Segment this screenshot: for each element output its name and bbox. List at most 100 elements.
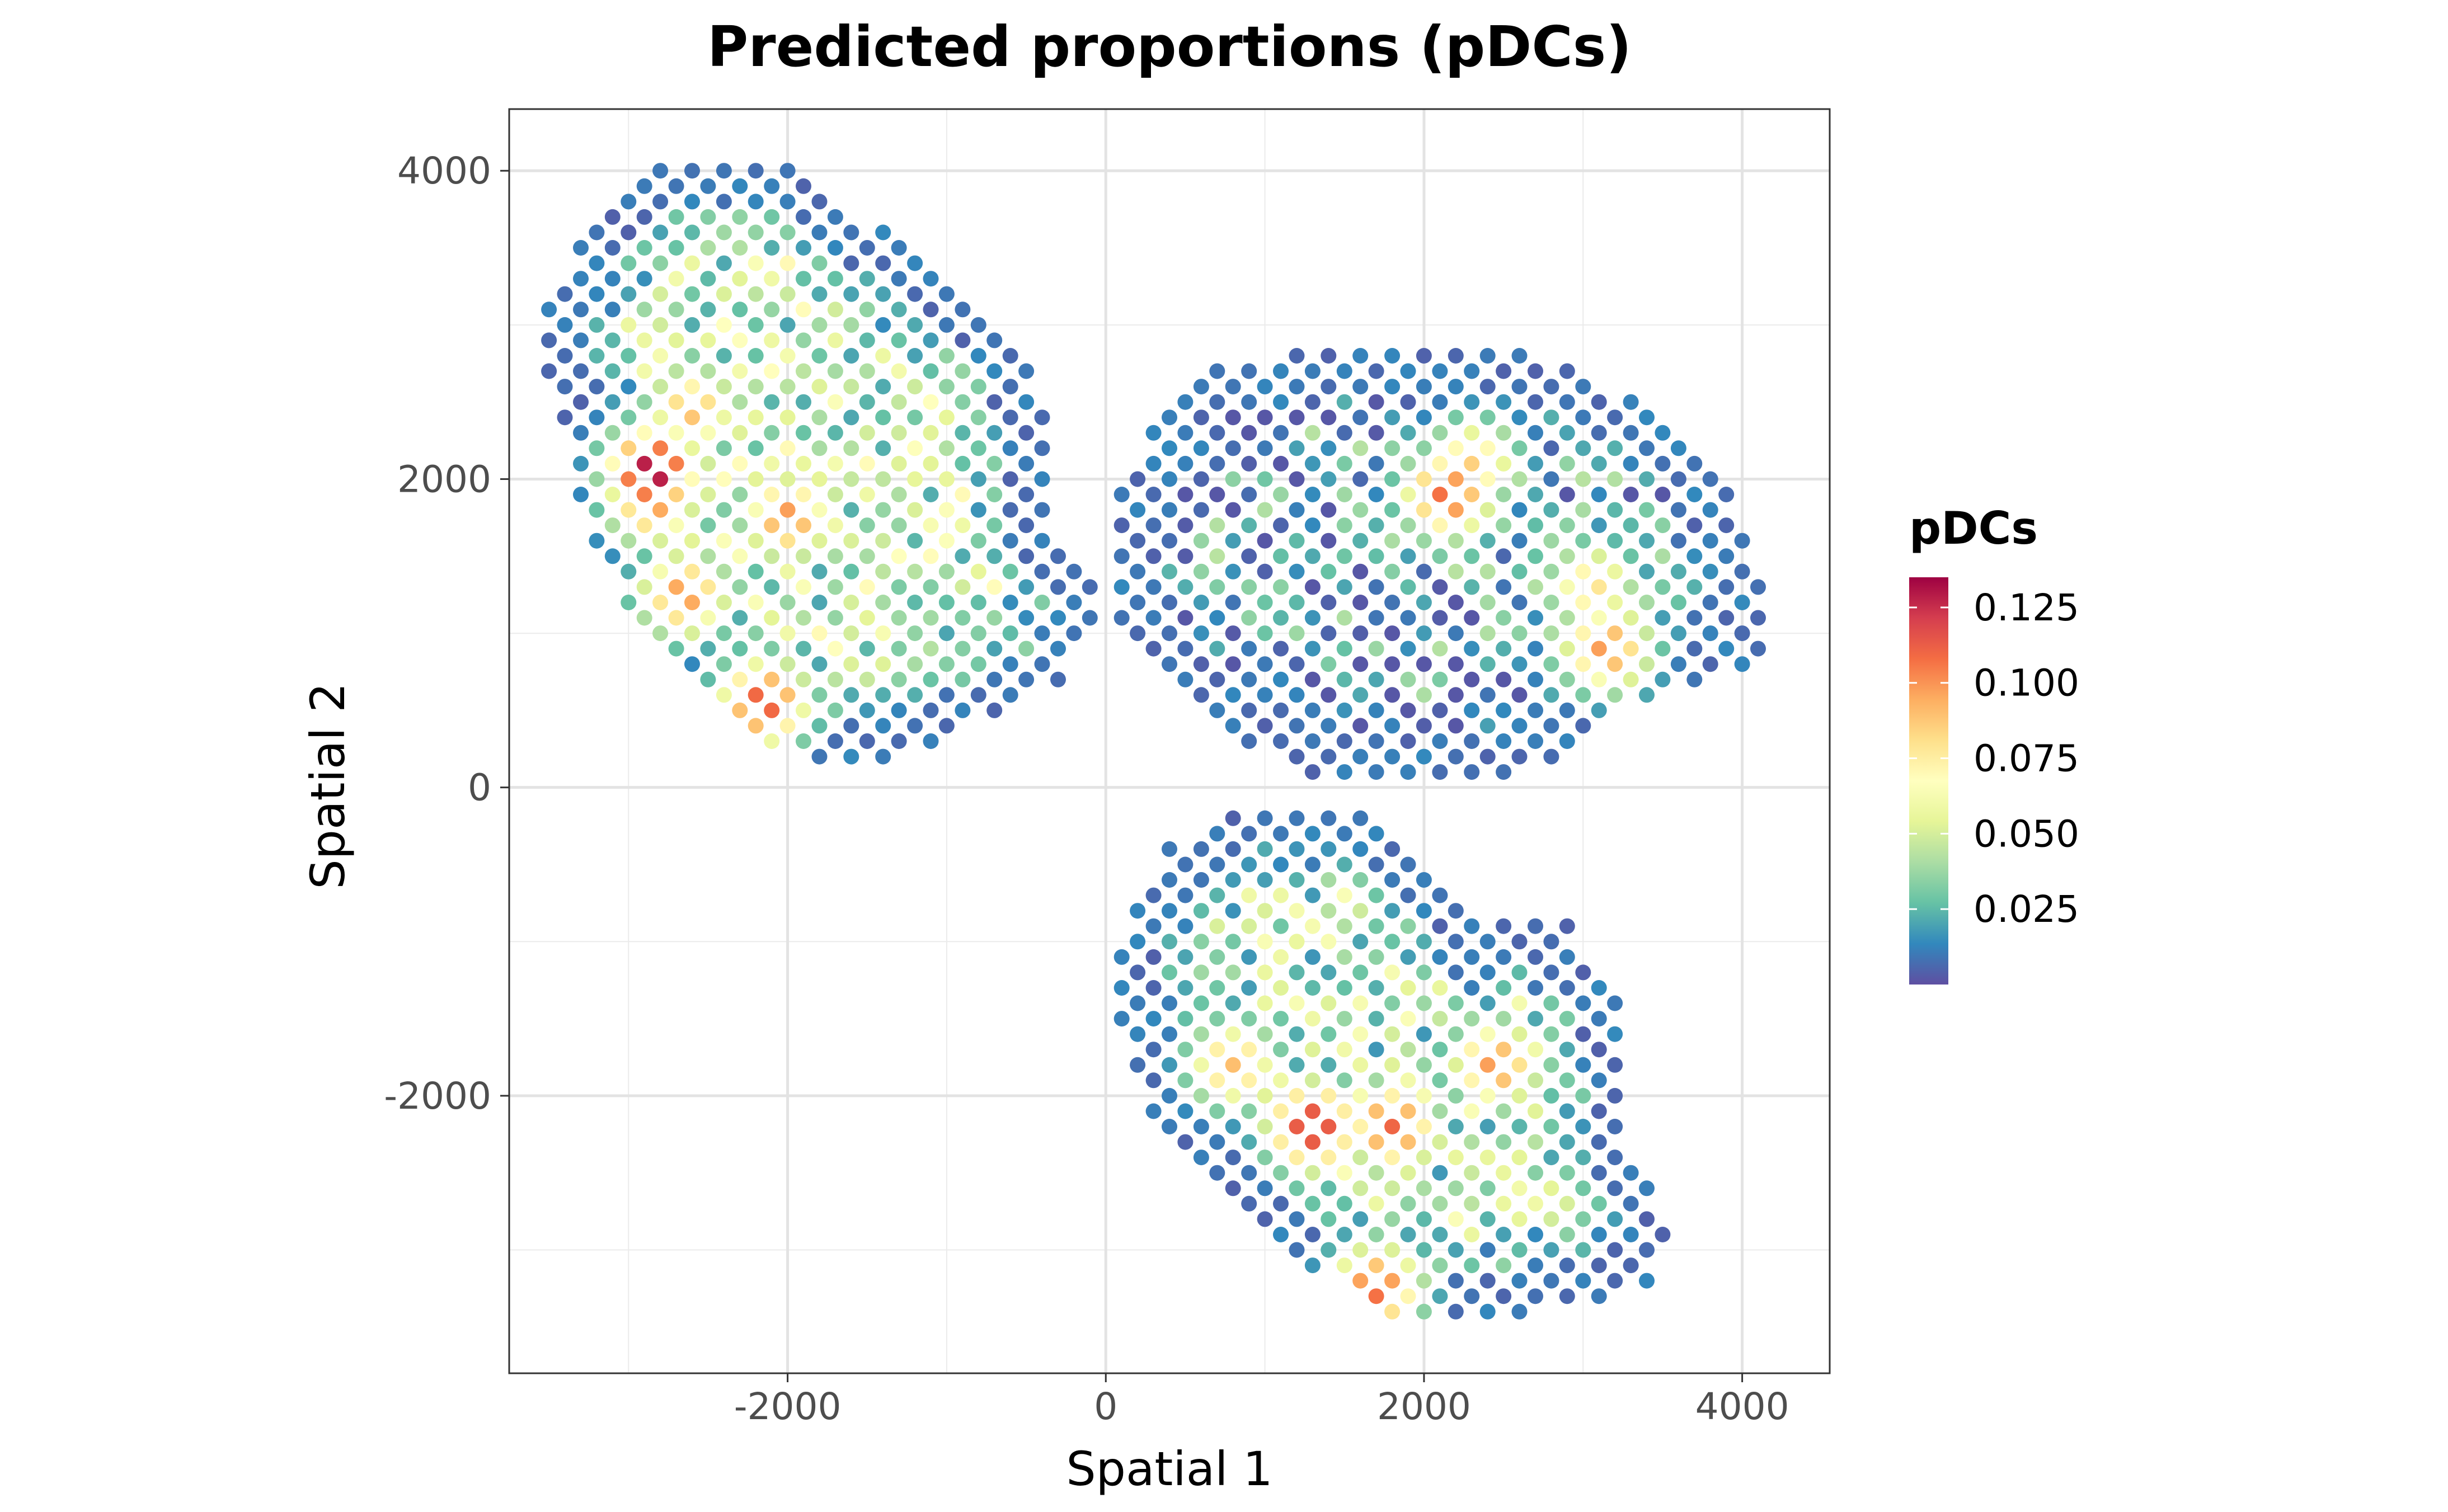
- data-point: [827, 548, 843, 564]
- data-point: [1352, 1273, 1369, 1289]
- data-point: [652, 471, 669, 487]
- data-point: [732, 302, 748, 318]
- data-point: [1225, 1026, 1241, 1042]
- data-point: [811, 533, 828, 549]
- data-point: [748, 379, 764, 395]
- data-point: [1511, 1211, 1528, 1227]
- data-point: [1321, 502, 1337, 518]
- y-axis-title: Spatial 2: [300, 682, 355, 889]
- data-point: [589, 286, 605, 302]
- data-point: [1528, 548, 1543, 564]
- data-point: [636, 517, 652, 534]
- data-point: [1400, 1042, 1416, 1058]
- data-point: [938, 625, 955, 642]
- data-point: [811, 379, 828, 395]
- data-point: [1543, 1180, 1559, 1197]
- data-point: [1543, 1150, 1559, 1166]
- data-point: [652, 440, 669, 456]
- data-point: [1225, 563, 1241, 580]
- colorbar-tick-label: 0.050: [1974, 812, 2079, 855]
- data-point: [891, 548, 907, 564]
- data-point: [700, 579, 716, 595]
- data-point: [732, 209, 748, 225]
- data-point: [1623, 487, 1639, 502]
- data-point: [541, 363, 557, 379]
- data-point: [1289, 440, 1305, 456]
- data-point: [748, 163, 764, 179]
- data-point: [1528, 394, 1543, 410]
- data-point: [1241, 702, 1257, 718]
- data-point: [1336, 671, 1352, 687]
- data-point: [811, 409, 828, 426]
- data-point: [1177, 887, 1194, 903]
- data-point: [779, 471, 796, 487]
- data-point: [748, 595, 764, 610]
- data-point: [1511, 1119, 1528, 1134]
- data-point: [1464, 1134, 1480, 1150]
- data-point: [1511, 1057, 1528, 1073]
- data-point: [764, 455, 780, 472]
- data-point: [1559, 455, 1575, 472]
- data-point: [1686, 548, 1703, 564]
- data-point: [1241, 1134, 1257, 1150]
- data-point: [1496, 1042, 1512, 1058]
- data-point: [1543, 1273, 1559, 1289]
- data-point: [1496, 455, 1512, 472]
- data-point: [1384, 1119, 1401, 1134]
- data-point: [1304, 610, 1321, 626]
- data-point: [1034, 625, 1050, 642]
- data-point: [652, 625, 669, 642]
- data-point: [779, 656, 796, 672]
- data-point: [875, 317, 891, 333]
- data-point: [875, 718, 891, 734]
- data-point: [1639, 563, 1655, 580]
- data-point: [907, 471, 923, 487]
- data-point: [1607, 1057, 1623, 1073]
- data-point: [1257, 656, 1273, 672]
- data-point: [1209, 1165, 1225, 1181]
- data-point: [1479, 656, 1496, 672]
- data-point: [1432, 517, 1448, 534]
- data-point: [1321, 1242, 1337, 1258]
- data-point: [1273, 1134, 1289, 1150]
- data-point: [1384, 748, 1401, 765]
- data-point: [700, 209, 716, 225]
- data-point: [1273, 1227, 1289, 1242]
- data-point: [1416, 1242, 1432, 1258]
- data-point: [1400, 949, 1416, 965]
- data-point: [796, 579, 811, 595]
- data-point: [668, 302, 684, 318]
- data-point: [668, 548, 684, 564]
- data-point: [1432, 764, 1448, 780]
- data-point: [1257, 718, 1273, 734]
- data-point: [1145, 1011, 1162, 1027]
- data-point: [1528, 425, 1543, 441]
- data-point: [1304, 579, 1321, 595]
- data-point: [1289, 563, 1305, 580]
- data-point: [748, 440, 764, 456]
- data-point: [1034, 563, 1050, 580]
- data-point: [1432, 918, 1448, 934]
- data-point: [1464, 487, 1480, 502]
- data-point: [1289, 718, 1305, 734]
- data-point: [541, 302, 557, 318]
- data-point: [764, 425, 780, 441]
- data-point: [875, 595, 891, 610]
- data-point: [716, 533, 732, 549]
- data-point: [827, 733, 843, 749]
- data-point: [1225, 533, 1241, 549]
- data-point: [1304, 640, 1321, 657]
- data-point: [938, 348, 955, 364]
- data-point: [938, 379, 955, 395]
- data-point: [1002, 533, 1018, 549]
- data-point: [843, 348, 859, 364]
- data-point: [796, 209, 811, 225]
- data-point: [1193, 440, 1209, 456]
- data-point: [1336, 1134, 1352, 1150]
- data-point: [891, 394, 907, 410]
- data-point: [1193, 471, 1209, 487]
- data-point: [1432, 1288, 1448, 1304]
- data-point: [1050, 640, 1066, 657]
- data-point: [970, 471, 986, 487]
- data-point: [1177, 1072, 1194, 1089]
